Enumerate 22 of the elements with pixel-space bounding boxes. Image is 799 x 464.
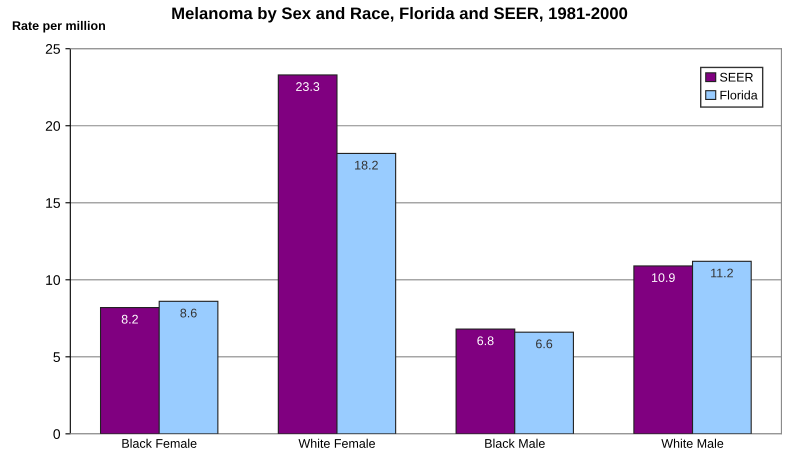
data-label: 6.6 [536,339,552,348]
y-tick-label: 0 [53,429,60,440]
data-label: 8.2 [122,314,138,324]
y-tick-label: 5 [53,352,60,362]
y-axis-title: Rate per million [12,20,105,33]
x-tick-label: Black Male [485,438,545,448]
y-tick-label: 15 [46,198,60,208]
x-tick-label: White Female [298,438,375,448]
legend-label: Florida [720,90,758,100]
data-label: 18.2 [355,160,378,170]
x-tick-label: Black Female [122,438,197,448]
x-tick-label: White Male [661,438,724,448]
data-label: 10.9 [652,273,675,282]
data-label: 23.3 [296,82,320,92]
y-tick-label: 10 [46,275,60,285]
y-tick-label: 25 [46,44,60,54]
legend-label: SEER [720,72,753,82]
chart-title: Melanoma by Sex and Race, Florida and SEER, 1981-2000 [172,6,628,22]
data-label: 11.2 [711,268,733,278]
data-label: 8.6 [180,308,197,318]
y-tick-label: 20 [46,121,60,131]
data-label: 6.8 [477,336,494,346]
